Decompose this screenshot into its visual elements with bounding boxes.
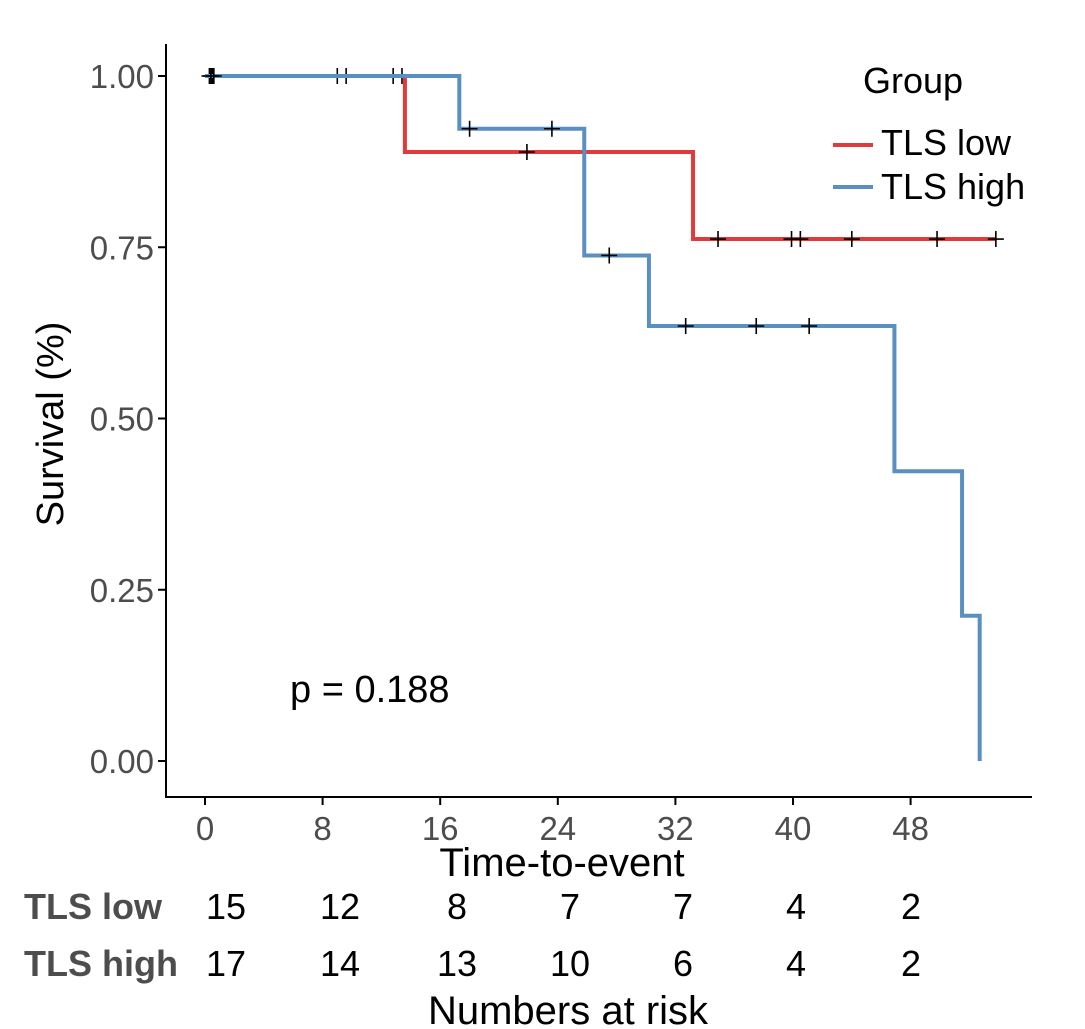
risk-value-tls-low-5: 4 [786, 886, 806, 927]
legend-label-tls-low: TLS low [881, 122, 1012, 163]
risk-value-tls-low-4: 7 [673, 886, 693, 927]
censor-mark-tls-low-12 [987, 231, 1004, 248]
risk-table-title: Numbers at risk [428, 989, 709, 1029]
censor-mark-tls-low-10 [843, 231, 860, 248]
risk-value-tls-low-6: 2 [901, 886, 921, 927]
survival-curves [201, 68, 1004, 761]
x-tick-label-3: 24 [539, 810, 576, 847]
risk-table-values: 15 12 8 7 7 4 2 17 14 13 10 6 4 2 [206, 886, 921, 984]
censor-mark-tls-high-4 [601, 247, 618, 264]
y-tick-label-4: 1.00 [90, 58, 154, 95]
risk-value-tls-high-6: 2 [901, 943, 921, 984]
legend: Group TLS low TLS high [833, 60, 1025, 207]
x-tick-label-0: 0 [196, 810, 214, 847]
censor-mark-tls-high-6 [748, 318, 765, 335]
risk-value-tls-low-0: 15 [206, 886, 246, 927]
censor-mark-tls-high-2 [461, 120, 478, 137]
y-axis-ticks: 0.00 0.25 0.50 0.75 1.00 [90, 58, 166, 780]
censor-mark-tls-low-11 [929, 231, 946, 248]
y-tick-label-2: 0.50 [90, 401, 154, 438]
x-tick-label-6: 48 [892, 810, 929, 847]
censor-mark-tls-low-7 [710, 231, 727, 248]
y-tick-label-3: 0.75 [90, 229, 154, 266]
risk-row-label-tls-low: TLS low [24, 886, 163, 927]
censor-mark-tls-high-1 [205, 68, 222, 84]
p-value-annotation: p = 0.188 [290, 669, 450, 711]
x-tick-label-2: 16 [422, 810, 459, 847]
censor-mark-tls-high-3 [543, 120, 560, 137]
legend-title: Group [863, 60, 963, 101]
risk-row-label-tls-high: TLS high [24, 943, 178, 984]
x-tick-label-5: 40 [775, 810, 812, 847]
censor-mark-tls-high-7 [801, 318, 818, 335]
risk-value-tls-high-3: 10 [550, 943, 590, 984]
risk-value-tls-high-5: 4 [786, 943, 806, 984]
censor-mark-tls-low-6 [518, 144, 535, 161]
y-axis-title: Survival (%) [30, 322, 72, 527]
risk-value-tls-low-1: 12 [320, 886, 360, 927]
curve-tls-high [205, 74, 982, 761]
risk-value-tls-high-2: 13 [437, 943, 477, 984]
y-tick-label-0: 0.00 [90, 743, 154, 780]
risk-value-tls-low-3: 7 [560, 886, 580, 927]
risk-value-tls-high-4: 6 [673, 943, 693, 984]
legend-label-tls-high: TLS high [881, 166, 1025, 207]
censor-mark-tls-high-5 [677, 318, 694, 335]
risk-value-tls-high-1: 14 [320, 943, 360, 984]
risk-value-tls-high-0: 17 [206, 943, 246, 984]
x-tick-label-4: 32 [657, 810, 694, 847]
risk-table: TLS low TLS high 15 12 8 7 7 4 2 17 14 13 10 6 4 2 Nu… [24, 886, 921, 1029]
x-axis-ticks: 0 8 16 24 32 40 48 [196, 797, 929, 847]
x-axis-title: Time-to-event [439, 841, 684, 885]
x-tick-label-1: 8 [313, 810, 331, 847]
censor-mark-tls-low-9 [792, 231, 809, 248]
risk-value-tls-low-2: 8 [447, 886, 467, 927]
y-tick-label-1: 0.25 [90, 572, 154, 609]
